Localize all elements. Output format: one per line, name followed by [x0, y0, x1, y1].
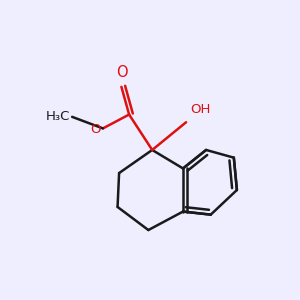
Text: O: O — [116, 65, 128, 80]
Text: O: O — [90, 123, 101, 136]
Text: OH: OH — [190, 103, 210, 116]
Text: H₃C: H₃C — [45, 110, 70, 123]
